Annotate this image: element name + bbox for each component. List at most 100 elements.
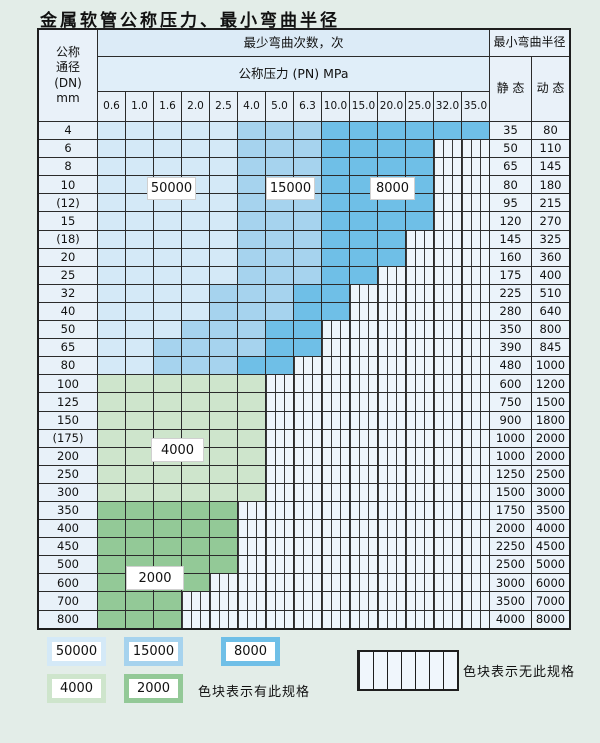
no-spec-cell	[238, 501, 265, 520]
static-radius-cell: 280	[490, 302, 531, 321]
spec-cell-b1	[98, 194, 125, 212]
spec-cell-g1	[238, 393, 265, 411]
spec-cell-b3	[378, 158, 405, 176]
spec-cell-g1	[126, 447, 153, 465]
pressure-tick: 35.0	[462, 92, 489, 121]
spec-cell-b1	[154, 122, 181, 140]
spec-cell-g1	[210, 483, 237, 501]
no-spec-cell	[238, 574, 265, 592]
spec-cell-g2	[210, 501, 237, 520]
spec-cell-b3	[322, 176, 349, 194]
no-spec-cell	[434, 140, 461, 158]
no-spec-cell	[266, 538, 293, 556]
no-spec-cell	[406, 230, 433, 248]
spec-cell-b3	[434, 122, 461, 140]
no-spec-cell	[210, 610, 237, 628]
spec-cell-g2	[98, 574, 125, 592]
no-spec-cell	[462, 429, 489, 447]
spec-cell-b1	[98, 230, 125, 248]
spec-cell-b3	[294, 339, 321, 357]
static-radius-cell: 160	[490, 248, 531, 266]
legend-swatch-2000: 2000	[124, 674, 183, 703]
spec-cell-b2	[210, 357, 237, 375]
no-spec-cell	[378, 321, 405, 339]
no-spec-cell	[266, 375, 293, 393]
spec-cell-b3	[322, 194, 349, 212]
dn-cell: 100	[39, 375, 97, 393]
no-spec-cell	[294, 556, 321, 574]
spec-cell-b1	[98, 266, 125, 284]
no-spec-cell	[406, 375, 433, 393]
dynamic-radius-cell: 6000	[532, 574, 569, 592]
region-label-50000: 50000	[147, 177, 196, 200]
spec-cell-g1	[182, 483, 209, 501]
spec-cell-b1	[154, 212, 181, 230]
dynamic-radius-cell: 180	[532, 176, 569, 194]
spec-cell-b3	[378, 248, 405, 266]
spec-cell-b3	[350, 212, 377, 230]
dynamic-radius-cell: 800	[532, 321, 569, 339]
spec-cell-b2	[266, 302, 293, 321]
spec-cell-b3	[322, 302, 349, 321]
bend-cycles-header: 最少弯曲次数，次	[98, 30, 489, 56]
no-spec-cell	[378, 574, 405, 592]
static-radius-cell: 2000	[490, 520, 531, 538]
no-spec-cell	[406, 393, 433, 411]
spec-cell-b1	[154, 230, 181, 248]
no-spec-cell	[406, 284, 433, 302]
spec-cell-g2	[126, 592, 153, 610]
spec-cell-b1	[182, 158, 209, 176]
spec-cell-g1	[98, 483, 125, 501]
spec-cell-g1	[126, 429, 153, 447]
spec-cell-b3	[350, 230, 377, 248]
static-radius-cell: 175	[490, 266, 531, 284]
spec-cell-b2	[266, 284, 293, 302]
no-spec-cell	[378, 302, 405, 321]
no-spec-cell	[266, 429, 293, 447]
no-spec-cell	[406, 556, 433, 574]
spec-cell-b3	[322, 140, 349, 158]
no-spec-cell	[434, 556, 461, 574]
legend-swatch-label: 4000	[52, 679, 101, 698]
spec-cell-b3	[350, 122, 377, 140]
spec-cell-g2	[182, 501, 209, 520]
spec-cell-b3	[378, 212, 405, 230]
no-spec-cell	[462, 574, 489, 592]
spec-cell-b2	[238, 158, 265, 176]
no-spec-cell	[406, 447, 433, 465]
no-spec-cell	[350, 520, 377, 538]
no-spec-cell	[406, 411, 433, 429]
static-radius-cell: 35	[490, 122, 531, 140]
radius-header: 最小弯曲半径	[490, 30, 569, 56]
no-spec-cell	[350, 483, 377, 501]
no-spec-cell	[266, 411, 293, 429]
spec-cell-b2	[210, 339, 237, 357]
no-spec-cell	[462, 357, 489, 375]
spec-cell-g1	[154, 411, 181, 429]
legend-hatch-swatch	[357, 650, 459, 691]
pressure-header: 公称压力 (PN) MPa	[98, 57, 489, 91]
spec-cell-b2	[238, 302, 265, 321]
spec-cell-g1	[210, 393, 237, 411]
pressure-tick: 20.0	[378, 92, 405, 121]
spec-cell-g2	[210, 520, 237, 538]
static-radius-cell: 600	[490, 375, 531, 393]
spec-cell-g1	[98, 375, 125, 393]
no-spec-cell	[294, 520, 321, 538]
static-radius-cell: 350	[490, 321, 531, 339]
spec-cell-g2	[154, 520, 181, 538]
dn-cell: 300	[39, 483, 97, 501]
spec-cell-b3	[350, 248, 377, 266]
dynamic-radius-cell: 4500	[532, 538, 569, 556]
legend-swatch-label: 8000	[226, 642, 275, 661]
no-spec-cell	[322, 393, 349, 411]
no-spec-cell	[406, 429, 433, 447]
spec-cell-b1	[126, 212, 153, 230]
spec-cell-g2	[98, 592, 125, 610]
spec-cell-b1	[210, 266, 237, 284]
spec-cell-g2	[98, 538, 125, 556]
spec-cell-b2	[210, 321, 237, 339]
spec-cell-b3	[238, 357, 265, 375]
spec-cell-g2	[98, 610, 125, 628]
